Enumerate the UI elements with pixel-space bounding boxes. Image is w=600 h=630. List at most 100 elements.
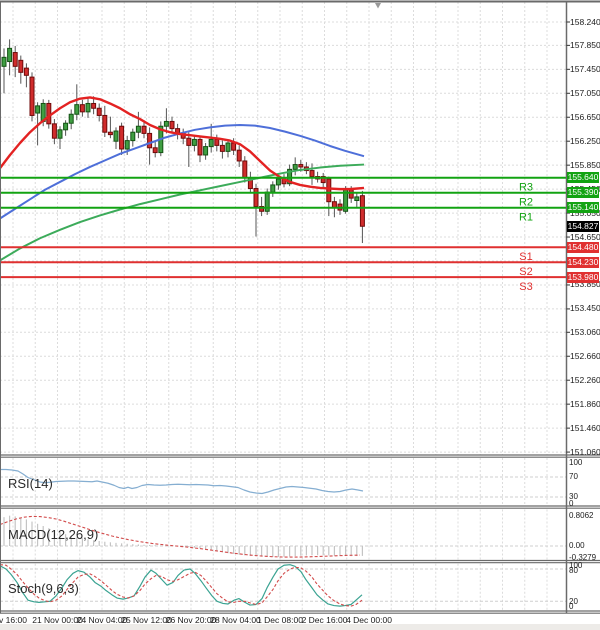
macd-signal-line bbox=[0, 515, 361, 558]
bull-candle bbox=[124, 140, 130, 150]
stoch-d-line bbox=[0, 564, 363, 607]
bear-candle bbox=[141, 125, 147, 134]
bear-candle bbox=[359, 195, 365, 227]
price-tick-label: 158.240 bbox=[570, 16, 600, 27]
bull-candle bbox=[354, 196, 360, 202]
bull-candle bbox=[275, 178, 281, 186]
price-tick-label: 155.850 bbox=[570, 159, 600, 170]
price-tick-label: 151.460 bbox=[570, 422, 600, 433]
stoch-k-line bbox=[0, 564, 363, 607]
bull-candle bbox=[74, 104, 80, 115]
resistance-label: R3 bbox=[519, 182, 533, 194]
price-tick-label: 156.650 bbox=[570, 111, 600, 122]
bear-candle bbox=[242, 160, 248, 179]
bull-candle bbox=[225, 142, 231, 152]
time-axis-label: 21 Nov 00:00 bbox=[32, 615, 83, 625]
bottom-strip bbox=[0, 624, 600, 630]
bear-candle bbox=[119, 125, 125, 150]
support-badge: 154.480 bbox=[567, 241, 599, 253]
bear-candle bbox=[214, 138, 220, 146]
bear-candle bbox=[348, 189, 354, 199]
stoch-scale-label: 80 bbox=[569, 565, 578, 575]
bull-candle bbox=[135, 125, 141, 133]
bull-candle bbox=[113, 130, 119, 142]
bull-candle bbox=[130, 131, 136, 142]
time-axis-label: 28 Nov 04:00 bbox=[210, 615, 261, 625]
rsi-scale-label: 100 bbox=[569, 458, 583, 467]
time-axis-label: 4 Dec 00:00 bbox=[346, 615, 392, 625]
bear-candle bbox=[147, 132, 153, 149]
time-axis-label: v 16:00 bbox=[0, 615, 27, 625]
bull-candle bbox=[1, 56, 7, 67]
bear-candle bbox=[309, 170, 315, 178]
macd-title: MACD(12,26,9) bbox=[8, 527, 99, 542]
bear-candle bbox=[23, 67, 29, 76]
bull-candle bbox=[292, 164, 298, 170]
bull-candle bbox=[68, 113, 74, 124]
chart-shift-marker bbox=[375, 3, 381, 9]
stoch-scale-label: 100 bbox=[569, 560, 583, 570]
bear-candle bbox=[259, 205, 265, 212]
stoch-scale-label: 0 bbox=[569, 602, 574, 611]
resistance-label: R2 bbox=[519, 197, 533, 209]
rsi-title: RSI(14) bbox=[8, 476, 53, 491]
price-tick-label: 152.260 bbox=[570, 374, 600, 385]
bull-candle bbox=[57, 129, 63, 139]
price-tick-label: 152.660 bbox=[570, 350, 600, 361]
bull-candle bbox=[203, 146, 209, 156]
price-tick-label: 157.450 bbox=[570, 63, 600, 74]
rsi-line bbox=[0, 468, 364, 495]
price-tick-label: 153.450 bbox=[570, 303, 600, 314]
bear-candle bbox=[298, 164, 304, 168]
rsi-scale-label: 0 bbox=[569, 498, 574, 508]
bull-candle bbox=[35, 105, 41, 114]
bear-candle bbox=[169, 120, 175, 130]
bear-candle bbox=[236, 149, 242, 162]
support-label: S1 bbox=[519, 251, 532, 263]
bull-candle bbox=[208, 138, 214, 148]
bear-candle bbox=[152, 147, 158, 154]
bear-candle bbox=[51, 123, 57, 139]
support-label: S3 bbox=[519, 281, 532, 293]
price-tick-label: 157.850 bbox=[570, 39, 600, 50]
rsi-scale-label: 30 bbox=[569, 492, 578, 501]
support-label: S2 bbox=[519, 266, 532, 278]
resistance-badge: 155.390 bbox=[567, 187, 599, 199]
bear-candle bbox=[12, 52, 18, 67]
red-moving-average bbox=[0, 96, 365, 191]
bear-candle bbox=[253, 188, 259, 207]
price-tick-label: 153.060 bbox=[570, 326, 600, 337]
macd-scale-label: 0.00 bbox=[569, 541, 585, 550]
bear-candle bbox=[96, 107, 102, 116]
bull-candle bbox=[85, 102, 91, 113]
time-axis-label: 2 Dec 16:00 bbox=[301, 615, 348, 625]
bear-candle bbox=[29, 76, 35, 116]
support-badge: 154.230 bbox=[567, 256, 599, 268]
bear-candle bbox=[326, 178, 332, 203]
bear-candle bbox=[18, 59, 24, 73]
price-tick-label: 151.860 bbox=[570, 398, 600, 409]
stoch-scale-label: 20 bbox=[569, 596, 578, 606]
support-badge: 153.980 bbox=[567, 271, 599, 283]
price-tick-label: 151.060 bbox=[570, 446, 600, 457]
bear-candle bbox=[186, 137, 192, 146]
bear-candle bbox=[231, 142, 237, 151]
price-tick-label: 156.250 bbox=[570, 135, 600, 146]
bull-candle bbox=[287, 168, 293, 185]
time-axis-label: 25 Nov 12:00 bbox=[121, 615, 172, 625]
bear-candle bbox=[320, 176, 326, 184]
bull-candle bbox=[7, 47, 13, 63]
bear-candle bbox=[91, 102, 97, 109]
time-axis-label: 24 Nov 04:00 bbox=[76, 615, 128, 625]
resistance-label: R1 bbox=[519, 212, 533, 224]
bear-candle bbox=[197, 138, 203, 156]
bear-candle bbox=[219, 144, 225, 152]
price-tick-label: 153.850 bbox=[570, 279, 600, 290]
bear-candle bbox=[79, 104, 85, 113]
bull-candle bbox=[191, 138, 197, 146]
bear-candle bbox=[46, 102, 52, 125]
price-tick-label: 154.650 bbox=[570, 231, 600, 242]
